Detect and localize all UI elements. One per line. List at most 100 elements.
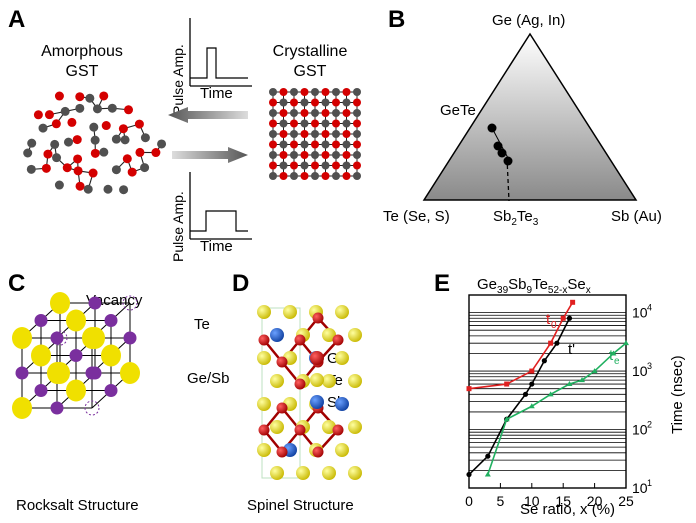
spinel-structure — [257, 305, 362, 480]
amorphous-atom — [120, 135, 130, 145]
te-atom — [348, 328, 362, 342]
ge-atom — [276, 446, 288, 458]
pulse-plot-top — [189, 18, 252, 87]
amorphous-atom — [140, 133, 150, 143]
crystalline-gst-lattice — [269, 88, 361, 180]
spinel-caption: Spinel Structure — [247, 497, 354, 514]
crystal-atom — [321, 151, 330, 159]
gesb-atom — [50, 401, 64, 415]
crystal-atom — [269, 88, 277, 96]
series-point — [566, 315, 573, 321]
x-tick-label: 5 — [497, 493, 505, 509]
vacancy-site — [122, 295, 138, 311]
amorphous-atom — [73, 166, 83, 176]
series-point — [554, 340, 560, 346]
te-atom — [12, 327, 32, 349]
panel-d-letter: D — [232, 270, 250, 297]
crystal-atom — [332, 98, 340, 107]
crystal-atom — [300, 88, 309, 96]
series-line-1 — [468, 317, 571, 476]
te-atom — [66, 379, 86, 402]
panel-e-letter: E — [434, 270, 451, 297]
amorphous-atom — [73, 154, 83, 164]
amorphous-atom — [90, 148, 100, 158]
crystal-atom — [321, 161, 330, 170]
te-atom — [101, 344, 121, 367]
crystal-atom — [290, 151, 298, 159]
gete-dot — [487, 123, 497, 133]
te-atom — [296, 466, 310, 480]
series-point — [466, 471, 472, 478]
rocksalt-caption: Rocksalt Structure — [16, 497, 139, 514]
te-atom — [335, 305, 349, 319]
series-point — [541, 358, 547, 364]
te-atom — [322, 374, 336, 388]
amorphous-atom — [101, 121, 111, 131]
amorphous-atom — [90, 135, 100, 145]
gesb-atom — [104, 384, 118, 397]
chart-e-xlabel: Se ratio, x (%) — [520, 501, 616, 518]
chart-e-title: Ge39Sb9Te52-xSex — [477, 276, 591, 296]
crystal-atom — [269, 119, 277, 128]
amorphous-atom — [54, 91, 64, 101]
crystal-atom — [321, 98, 330, 107]
crystal-atom — [279, 109, 288, 117]
series-line-0 — [468, 301, 574, 390]
y-tick-label: 10 — [632, 363, 648, 379]
crystal-atom — [311, 88, 319, 96]
ge-atom — [258, 334, 270, 346]
crystal-atom — [279, 88, 288, 96]
amorphous-atom — [50, 139, 60, 149]
y-tick-exp: 3 — [647, 361, 652, 371]
crystal-atom — [300, 151, 309, 159]
gesb-atom — [88, 296, 102, 310]
svg-text:0: 0 — [551, 320, 557, 331]
time-label-bottom: Time — [200, 238, 233, 255]
crystal-atom — [300, 130, 309, 138]
crystal-atom — [311, 98, 319, 107]
time-label-top: Time — [200, 85, 233, 102]
rocksalt-cube — [12, 292, 140, 419]
crystal-atom — [311, 172, 319, 180]
te-atom — [348, 466, 362, 480]
series-point — [548, 340, 554, 346]
apex-left-label: Te (Se, S) — [383, 208, 450, 225]
series-point — [529, 381, 535, 387]
x-tick-label: 25 — [618, 493, 634, 509]
crystal-atom — [311, 140, 319, 149]
crystal-atom — [290, 161, 298, 170]
crystal-atom — [332, 130, 340, 138]
spinel-legend — [310, 351, 324, 409]
te-atom — [322, 328, 336, 342]
series-point — [529, 368, 535, 374]
amorphous-atom — [75, 92, 85, 102]
crystal-atom — [269, 130, 277, 138]
gete-label: GeTe — [440, 102, 476, 119]
amorphous-atom — [103, 184, 113, 194]
crystal-atom — [311, 151, 319, 159]
gesb-atom — [104, 314, 118, 327]
crystal-atom — [300, 140, 309, 149]
amorphous-atom — [38, 123, 48, 133]
te-atom — [322, 466, 336, 480]
svg-text:e: e — [614, 356, 620, 367]
te-atom — [12, 397, 32, 419]
amorphous-atom — [60, 106, 70, 116]
crystal-atom — [300, 98, 309, 107]
crystal-atom — [269, 161, 277, 170]
crystalline-label: Crystalline GST — [272, 43, 348, 80]
te-atom — [270, 374, 284, 388]
te-atom — [257, 305, 271, 319]
te-atom — [50, 292, 70, 314]
amorphous-atom — [111, 134, 121, 144]
crystal-atom — [290, 88, 298, 96]
amorphous-atom — [83, 184, 93, 194]
crystal-atom — [353, 109, 361, 117]
crystal-atom — [300, 161, 309, 170]
gesb-atom — [34, 314, 48, 327]
legend-sb-swatch — [310, 395, 324, 409]
amorphous-atom — [62, 163, 72, 173]
crystal-atom — [290, 98, 298, 107]
amorphous-atom — [85, 93, 95, 103]
crystal-atom — [332, 109, 340, 117]
